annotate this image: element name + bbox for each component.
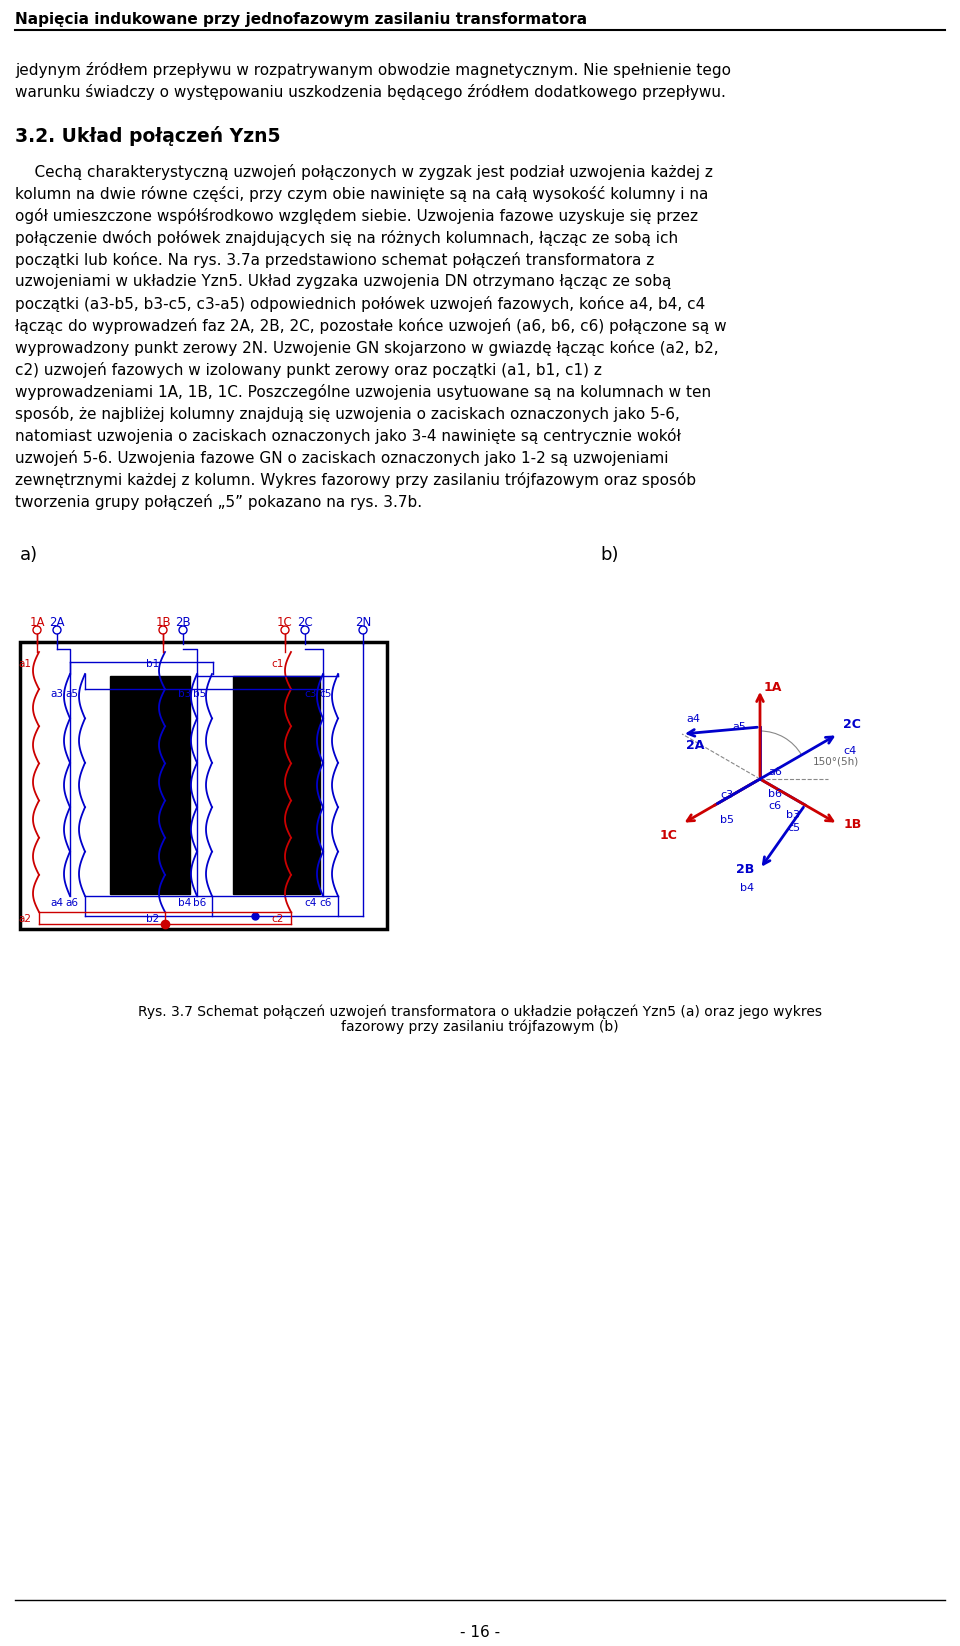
Text: połączenie dwóch połówek znajdujących się na różnych kolumnach, łącząc ze sobą i: połączenie dwóch połówek znajdujących si… [15,230,678,245]
Text: kolumn na dwie równe części, przy czym obie nawinięte są na całą wysokość kolumn: kolumn na dwie równe części, przy czym o… [15,186,708,202]
Text: a1: a1 [18,658,32,668]
Text: 2N: 2N [355,616,372,629]
Text: a5: a5 [732,723,746,732]
Text: c4: c4 [843,746,856,756]
Bar [20,642,387,928]
Text: 3.2. Układ połączeń Yzn5: 3.2. Układ połączeń Yzn5 [15,127,280,146]
Text: a4: a4 [686,714,700,724]
Text: 1B: 1B [844,818,862,831]
Text: c6: c6 [320,899,332,909]
Text: 2A: 2A [49,616,64,629]
Text: 1C: 1C [660,830,677,843]
Text: Rys. 3.7 Schemat połączeń uzwojeń transformatora o układzie połączeń Yzn5 (a) or: Rys. 3.7 Schemat połączeń uzwojeń transf… [138,1004,822,1019]
Text: natomiast uzwojenia o zaciskach oznaczonych jako 3-4 nawinięte są centrycznie wo: natomiast uzwojenia o zaciskach oznaczon… [15,428,681,444]
Text: b6: b6 [768,788,782,798]
Text: 2C: 2C [843,718,861,731]
Text: warunku świadczy o występowaniu uszkodzenia będącego źródłem dodatkowego przepły: warunku świadczy o występowaniu uszkodze… [15,84,726,100]
Text: 1A: 1A [29,616,45,629]
Text: ogół umieszczone współśrodkowo względem siebie. Uzwojenia fazowe uzyskuje się pr: ogół umieszczone współśrodkowo względem … [15,207,698,224]
Text: c3: c3 [305,690,317,700]
Text: 1B: 1B [156,616,171,629]
Text: wyprowadzony punkt zerowy 2N. Uzwojenie GN skojarzono w gwiazdę łącząc końce (a2: wyprowadzony punkt zerowy 2N. Uzwojenie … [15,341,719,356]
Text: b5: b5 [193,690,206,700]
Text: 2A: 2A [686,739,705,752]
Text: - 16 -: - 16 - [460,1625,500,1639]
Text: a6: a6 [65,899,79,909]
Text: sposób, że najbliżej kolumny znajdują się uzwojenia o zaciskach oznaczonych jako: sposób, że najbliżej kolumny znajdują si… [15,407,680,421]
Text: b2: b2 [146,914,159,923]
Bar [110,677,190,894]
Text: 1C: 1C [277,616,293,629]
Text: jedynym źródłem przepływu w rozpatrywanym obwodzie magnetycznym. Nie spełnienie : jedynym źródłem przepływu w rozpatrywany… [15,63,731,77]
Bar [233,677,320,894]
Text: b6: b6 [193,899,206,909]
Text: b3: b3 [179,690,192,700]
Text: łącząc do wyprowadzeń faz 2A, 2B, 2C, pozostałe końce uzwojeń (a6, b6, c6) połąc: łącząc do wyprowadzeń faz 2A, 2B, 2C, po… [15,318,727,334]
Text: b1: b1 [146,658,159,668]
Text: wyprowadzeniami 1A, 1B, 1C. Poszczególne uzwojenia usytuowane są na kolumnach w : wyprowadzeniami 1A, 1B, 1C. Poszczególne… [15,384,711,400]
Text: c2: c2 [272,914,284,923]
Text: 150°(5h): 150°(5h) [813,756,859,765]
Text: c5: c5 [320,690,332,700]
Text: a3: a3 [51,690,63,700]
Text: a5: a5 [65,690,79,700]
Text: początki lub końce. Na rys. 3.7a przedstawiono schemat połączeń transformatora z: początki lub końce. Na rys. 3.7a przedst… [15,252,655,268]
Text: fazorowy przy zasilaniu trójfazowym (b): fazorowy przy zasilaniu trójfazowym (b) [341,1021,619,1034]
Text: c4: c4 [305,899,317,909]
Text: a4: a4 [51,899,63,909]
Text: b5: b5 [720,815,734,825]
Text: b): b) [600,546,618,565]
Text: b3: b3 [786,810,800,820]
Text: Cechą charakterystyczną uzwojeń połączonych w zygzak jest podział uzwojenia każd: Cechą charakterystyczną uzwojeń połączon… [15,165,713,179]
Text: 1A: 1A [764,681,782,695]
Text: c6: c6 [768,802,781,811]
Text: początki (a3-b5, b3-c5, c3-a5) odpowiednich połówek uzwojeń fazowych, końce a4, : początki (a3-b5, b3-c5, c3-a5) odpowiedn… [15,296,706,313]
Text: 2B: 2B [735,863,754,876]
Text: b4: b4 [740,882,754,894]
Text: c2) uzwojeń fazowych w izolowany punkt zerowy oraz początki (a1, b1, c1) z: c2) uzwojeń fazowych w izolowany punkt z… [15,362,602,379]
Text: tworzenia grupy połączeń „5” pokazano na rys. 3.7b.: tworzenia grupy połączeń „5” pokazano na… [15,494,422,510]
Text: Napięcia indukowane przy jednofazowym zasilaniu transformatora: Napięcia indukowane przy jednofazowym za… [15,12,588,26]
Text: b4: b4 [179,899,192,909]
Text: c1: c1 [272,658,284,668]
Text: uzwojeń 5-6. Uzwojenia fazowe GN o zaciskach oznaczonych jako 1-2 są uzwojeniami: uzwojeń 5-6. Uzwojenia fazowe GN o zacis… [15,449,668,466]
Text: uzwojeniami w układzie Yzn5. Układ zygzaka uzwojenia DN otrzymano łącząc ze sobą: uzwojeniami w układzie Yzn5. Układ zygza… [15,273,671,290]
Text: 2C: 2C [298,616,313,629]
Text: a6: a6 [768,767,781,777]
Text: a): a) [20,546,38,565]
Text: c5: c5 [787,823,800,833]
Text: c3: c3 [720,790,733,800]
Text: 2B: 2B [175,616,191,629]
Text: a2: a2 [18,914,32,923]
Text: zewnętrznymi każdej z kolumn. Wykres fazorowy przy zasilaniu trójfazowym oraz sp: zewnętrznymi każdej z kolumn. Wykres faz… [15,472,696,487]
